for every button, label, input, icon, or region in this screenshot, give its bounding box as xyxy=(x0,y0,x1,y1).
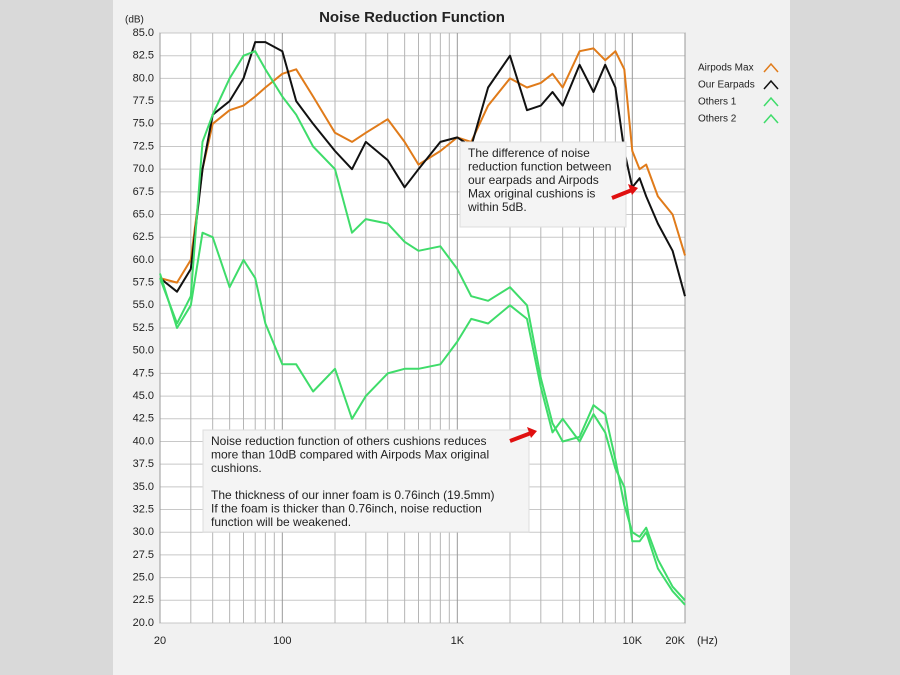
y-tick-label: 67.5 xyxy=(133,186,154,198)
annotation-text: Noise reduction function of others cushi… xyxy=(211,434,487,448)
annotation-text: Max original cushions is xyxy=(468,187,595,201)
arrow-head xyxy=(628,184,638,195)
legend-label: Our Earpads xyxy=(698,80,755,91)
x-unit: (Hz) xyxy=(697,635,718,647)
y-tick-label: 22.5 xyxy=(133,594,154,606)
chart-title: Noise Reduction Function xyxy=(319,9,505,26)
x-tick-label: 100 xyxy=(273,635,291,647)
annotation-text: If the foam is thicker than 0.76inch, no… xyxy=(211,502,482,516)
y-tick-label: 70.0 xyxy=(133,163,154,175)
y-tick-label: 57.5 xyxy=(133,277,154,289)
x-tick-label: 10K xyxy=(623,635,643,647)
series-line xyxy=(159,47,686,284)
annotation-text: The difference of noise xyxy=(468,146,590,160)
legend-label: Others 2 xyxy=(698,114,737,125)
annotation-text: our earpads and Airpods xyxy=(468,173,599,187)
y-tick-label: 47.5 xyxy=(133,367,154,379)
annotation-box xyxy=(459,141,627,228)
y-unit: (dB) xyxy=(125,15,144,26)
y-tick-label: 85.0 xyxy=(133,27,154,39)
legend-symbol xyxy=(763,113,779,124)
y-tick-label: 60.0 xyxy=(133,254,154,266)
legend-symbol xyxy=(763,79,779,90)
x-tick-label: 1K xyxy=(451,635,465,647)
y-tick-label: 40.0 xyxy=(133,435,154,447)
series-line xyxy=(159,50,686,601)
y-tick-label: 25.0 xyxy=(133,572,154,584)
y-tick-label: 52.5 xyxy=(133,322,154,334)
y-tick-label: 30.0 xyxy=(133,526,154,538)
annotation-arrow xyxy=(611,188,633,200)
legend-label: Airpods Max xyxy=(698,63,754,74)
series-line xyxy=(159,231,686,606)
x-tick-label: 20K xyxy=(665,635,685,647)
annotation-text: more than 10dB compared with Airpods Max… xyxy=(211,448,489,462)
y-tick-label: 65.0 xyxy=(133,208,154,220)
y-tick-label: 32.5 xyxy=(133,503,154,515)
legend-label: Others 1 xyxy=(698,97,737,108)
annotation-text: function will be weakened. xyxy=(211,515,351,529)
y-tick-label: 75.0 xyxy=(133,118,154,130)
arrow-head xyxy=(527,427,537,438)
annotation-arrow xyxy=(509,431,532,443)
legend-symbol xyxy=(763,96,779,107)
y-tick-label: 42.5 xyxy=(133,413,154,425)
annotation-box xyxy=(202,429,530,533)
x-tick-label: 20 xyxy=(154,635,166,647)
annotation-text: The thickness of our inner foam is 0.76i… xyxy=(211,488,494,502)
y-tick-label: 37.5 xyxy=(133,458,154,470)
y-tick-label: 20.0 xyxy=(133,617,154,629)
y-tick-label: 50.0 xyxy=(133,345,154,357)
annotation-text: reduction function between xyxy=(468,160,611,174)
y-tick-label: 77.5 xyxy=(133,95,154,107)
y-tick-label: 80.0 xyxy=(133,72,154,84)
y-tick-label: 72.5 xyxy=(133,140,154,152)
legend-symbol xyxy=(763,62,779,73)
y-tick-label: 45.0 xyxy=(133,390,154,402)
y-tick-label: 82.5 xyxy=(133,50,154,62)
y-tick-label: 55.0 xyxy=(133,299,154,311)
series-line xyxy=(159,41,686,297)
annotation-text: within 5dB. xyxy=(467,200,527,214)
annotation-text: cushions. xyxy=(211,461,262,475)
y-tick-label: 27.5 xyxy=(133,549,154,561)
y-tick-label: 35.0 xyxy=(133,481,154,493)
y-tick-label: 62.5 xyxy=(133,231,154,243)
